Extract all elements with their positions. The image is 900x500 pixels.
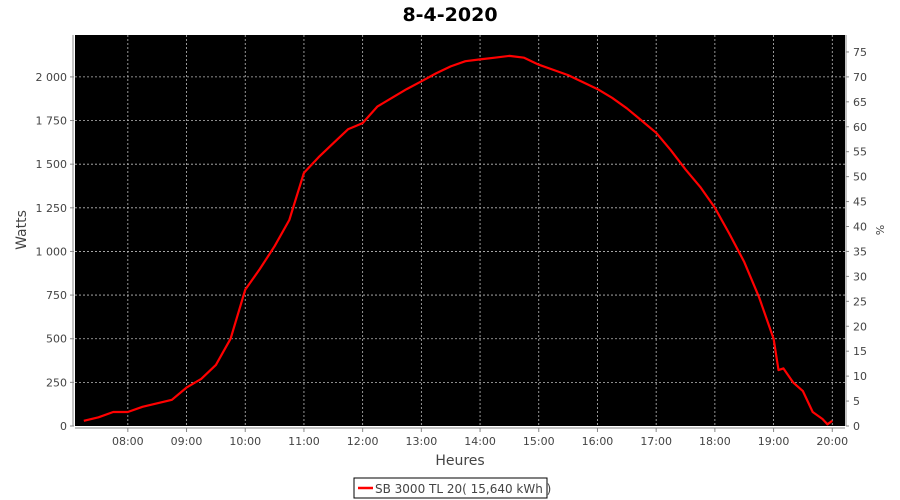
x-axis-label: Heures bbox=[435, 453, 484, 469]
x-tick-label: 17:00 bbox=[640, 435, 672, 448]
y-tick-label: 2 000 bbox=[36, 71, 68, 84]
y2-tick-label: 40 bbox=[853, 221, 867, 234]
y-tick-label: 1 500 bbox=[36, 158, 68, 171]
x-tick-label: 13:00 bbox=[406, 435, 438, 448]
x-tick-label: 14:00 bbox=[464, 435, 496, 448]
x-tick-label: 09:00 bbox=[171, 435, 203, 448]
y2-tick-label: 50 bbox=[853, 171, 867, 184]
y2-tick-label: 5 bbox=[853, 395, 860, 408]
y2-tick-label: 70 bbox=[853, 71, 867, 84]
y2-tick-label: 0 bbox=[853, 420, 860, 433]
y-tick-label: 0 bbox=[60, 420, 67, 433]
y2-tick-label: 10 bbox=[853, 370, 867, 383]
x-tick-label: 19:00 bbox=[758, 435, 790, 448]
y-tick-label: 1 250 bbox=[36, 202, 68, 215]
y-axis-label: Watts bbox=[14, 210, 30, 250]
y2-tick-label: 20 bbox=[853, 320, 867, 333]
chart-title: 8-4-2020 bbox=[402, 4, 497, 26]
y2-tick-label: 55 bbox=[853, 146, 867, 159]
x-tick-label: 15:00 bbox=[523, 435, 555, 448]
legend: SB 3000 TL 20( 15,640 kWh ) bbox=[353, 477, 551, 499]
x-tick-label: 11:00 bbox=[288, 435, 320, 448]
y-tick-label: 1 000 bbox=[36, 245, 68, 258]
legend-entry: SB 3000 TL 20( 15,640 kWh ) bbox=[375, 482, 551, 496]
series-line bbox=[83, 54, 833, 426]
y2-tick-label: 60 bbox=[853, 121, 867, 134]
x-tick-label: 18:00 bbox=[699, 435, 731, 448]
x-tick-label: 12:00 bbox=[347, 435, 379, 448]
y2-tick-label: 75 bbox=[853, 46, 867, 59]
axes: 08:00 09:00 10:00 11:00 12:00 13:00 14:00 15:00… bbox=[36, 35, 867, 448]
x-tick-label: 20:00 bbox=[816, 435, 848, 448]
y2-tick-label: 65 bbox=[853, 96, 867, 109]
y2-tick-label: 30 bbox=[853, 270, 867, 283]
y-tick-label: 250 bbox=[46, 376, 67, 389]
y2-axis-label: % bbox=[874, 225, 887, 235]
x-tick-label: 16:00 bbox=[582, 435, 614, 448]
y-tick-label: 750 bbox=[46, 289, 67, 302]
y2-tick-label: 45 bbox=[853, 196, 867, 209]
x-tick-label: 08:00 bbox=[112, 435, 144, 448]
grid bbox=[75, 35, 845, 426]
x-tick-label: 10:00 bbox=[229, 435, 261, 448]
y2-tick-label: 35 bbox=[853, 245, 867, 258]
y2-tick-label: 25 bbox=[853, 295, 867, 308]
y2-tick-label: 15 bbox=[853, 345, 867, 358]
y-tick-label: 1 750 bbox=[36, 115, 68, 128]
plot-area bbox=[75, 35, 845, 426]
y-tick-label: 500 bbox=[46, 333, 67, 346]
